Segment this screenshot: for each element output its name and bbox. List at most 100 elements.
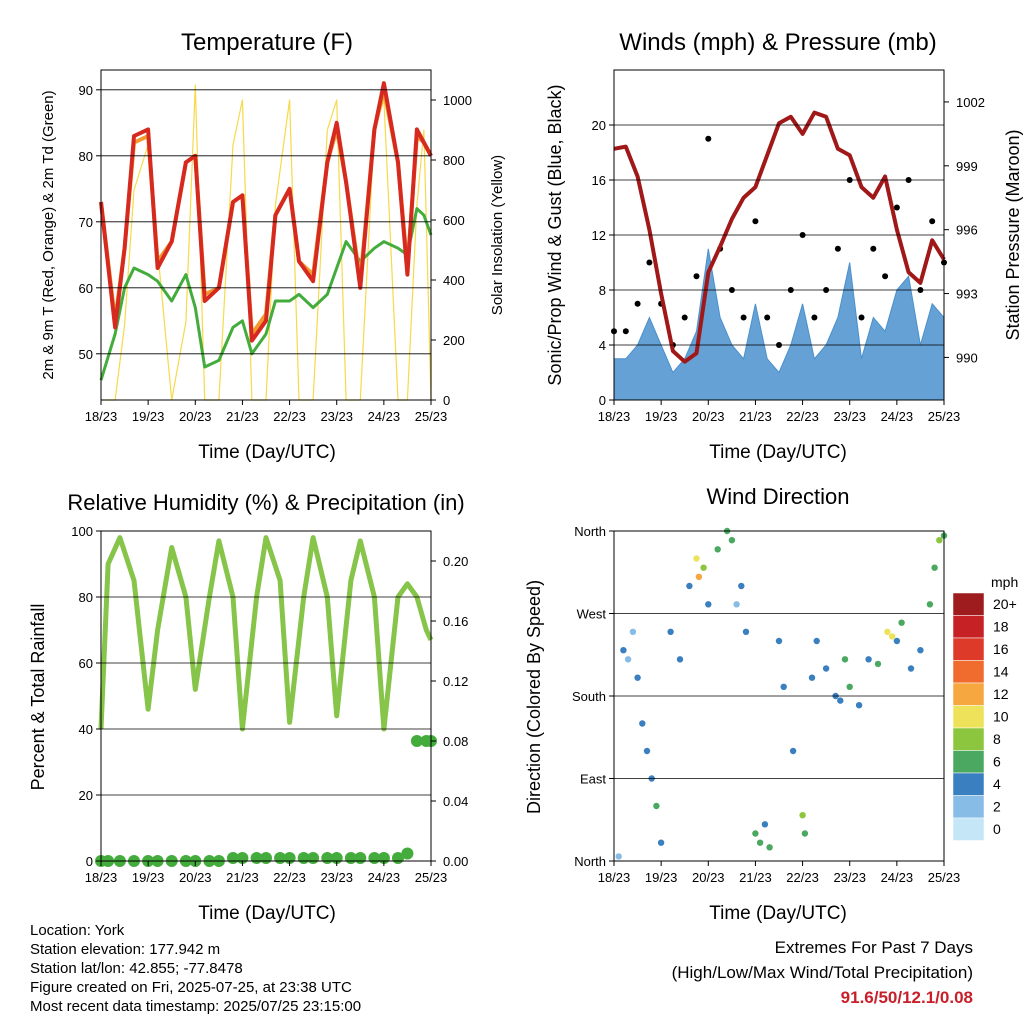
direction-point	[634, 674, 641, 681]
humidity-ytick-right-label: 0.00	[443, 854, 468, 869]
temperature-xtick-label: 18/23	[85, 409, 118, 424]
speed-legend-swatch	[952, 660, 985, 684]
direction-point	[801, 830, 809, 837]
direction-point	[865, 656, 872, 663]
extremes-box: Extremes For Past 7 Days (High/Low/Max W…	[672, 935, 973, 1010]
winds-gust-point	[693, 273, 700, 280]
winds-gust-point	[764, 314, 771, 321]
humidity-plot-area	[95, 535, 437, 867]
humidity-axes: 0 20 40 60 80 100 0.00 0.04 0.08 0.12 0.16 0.20 18/2…	[71, 524, 468, 885]
direction-point	[705, 601, 712, 608]
extremes-title: Extremes For Past 7 Days	[774, 938, 973, 957]
temperature-ytick-label: 50	[79, 347, 93, 362]
speed-legend-label: 10	[993, 709, 1009, 725]
temperature-ytick-right-label: 600	[443, 213, 465, 228]
direction-xtick-label: 22/23	[786, 870, 819, 885]
humidity-ylabel-left: Percent & Total Rainfall	[28, 604, 48, 791]
winds-gust-point	[858, 314, 865, 321]
temperature-xtick-label: 24/23	[368, 409, 401, 424]
winds-xtick-label: 25/23	[928, 409, 961, 424]
humidity-ytick-label: 40	[79, 722, 93, 737]
winds-ytick-right-label: 996	[956, 223, 978, 238]
direction-xtick-label: 21/23	[739, 870, 772, 885]
direction-point	[780, 683, 787, 690]
winds-gust-point	[681, 314, 688, 321]
direction-point	[789, 747, 797, 755]
winds-ylabel-right: Station Pressure (Maroon)	[1003, 129, 1023, 340]
humidity-ytick-right-label: 0.12	[443, 674, 468, 689]
direction-point	[752, 830, 759, 837]
winds-gust-point	[811, 314, 818, 321]
station-elevation: Station elevation: 177.942 m	[30, 941, 221, 958]
direction-point	[695, 573, 703, 580]
winds-ytick-right-label: 1002	[956, 95, 985, 110]
direction-xtick-label: 19/23	[645, 870, 678, 885]
direction-point	[761, 821, 769, 828]
humidity-precip-point	[260, 852, 272, 864]
direction-point	[874, 660, 882, 668]
station-info: Location: York Station elevation: 177.94…	[30, 921, 361, 1016]
winds-xtick-label: 23/23	[833, 409, 866, 424]
winds-xtick-label: 24/23	[881, 409, 914, 424]
humidity-ytick-right-label: 0.08	[443, 734, 468, 749]
direction-point	[653, 802, 660, 810]
speed-legend-swatch	[952, 592, 985, 616]
temperature-xlabel: Time (Day/UTC)	[198, 442, 336, 463]
speed-legend-label: 4	[993, 776, 1001, 792]
speed-legend-swatch	[952, 637, 985, 661]
winds-ylabel-left: Sonic/Prop Wind & Gust (Blue, Black)	[545, 84, 565, 385]
speed-legend-swatch	[952, 795, 985, 819]
direction-point	[926, 601, 934, 608]
temperature-ylabel-left: 2m & 9m T (Red, Orange) & 2m Td (Green)	[40, 90, 57, 379]
winds-gust-point	[622, 328, 629, 335]
humidity-xtick-label: 19/23	[132, 870, 165, 885]
temperature-ylabel-right: Solar Insolation (Yellow)	[489, 155, 506, 315]
direction-point	[931, 564, 938, 571]
direction-ytick-label: South	[572, 689, 606, 704]
humidity-xtick-label: 20/23	[179, 870, 212, 885]
humidity-ytick-label: 100	[71, 524, 93, 539]
temperature-series-2m-td	[99, 207, 433, 381]
speed-legend-label: 16	[993, 641, 1009, 657]
winds-xtick-label: 19/23	[645, 409, 678, 424]
direction-point	[676, 656, 684, 663]
winds-axes: 0 4 8 12 16 20 990 993 996 999 1002 18/23 19/23 20/23…	[592, 95, 985, 424]
direction-point	[643, 747, 651, 755]
direction-xtick-label: 24/23	[881, 870, 914, 885]
direction-point	[846, 683, 853, 690]
extremes-subtitle: (High/Low/Max Wind/Total Precipitation)	[671, 963, 973, 982]
direction-panel: Wind Direction NorthEastSouthWestNorth18…	[524, 484, 1018, 924]
humidity-xtick-label: 21/23	[226, 870, 259, 885]
winds-ytick-label: 8	[599, 283, 606, 298]
direction-point	[936, 537, 943, 544]
humidity-ytick-label: 80	[79, 590, 93, 605]
temperature-ytick-right-label: 200	[443, 333, 465, 348]
speed-legend-swatch	[952, 817, 985, 841]
extremes-value: 91.6/50/12.1/0.08	[840, 988, 973, 1007]
humidity-ytick-label: 0	[86, 854, 93, 869]
direction-xtick-label: 20/23	[692, 870, 725, 885]
direction-ytick-label: North	[574, 524, 606, 539]
direction-ytick-label: East	[580, 772, 606, 787]
humidity-xlabel: Time (Day/UTC)	[198, 903, 336, 924]
direction-point	[624, 656, 632, 663]
humidity-xtick-label: 23/23	[320, 870, 353, 885]
humidity-ytick-right-label: 0.16	[443, 614, 468, 629]
winds-xlabel: Time (Day/UTC)	[709, 442, 847, 463]
direction-point	[620, 647, 627, 654]
temperature-xtick-label: 20/23	[179, 409, 212, 424]
speed-legend-swatch	[952, 682, 985, 706]
winds-ytick-label: 20	[592, 118, 606, 133]
humidity-panel: Relative Humidity (%) & Precipitation (i…	[28, 490, 468, 924]
humidity-ytick-label: 60	[79, 656, 93, 671]
direction-point	[808, 674, 816, 681]
temperature-ytick-label: 90	[79, 83, 93, 98]
winds-gust-point	[646, 259, 653, 266]
winds-gust-point	[893, 204, 900, 211]
temperature-xtick-label: 21/23	[226, 409, 259, 424]
speed-legend-swatch	[952, 727, 985, 751]
figure-created: Figure created on Fri, 2025-07-25, at 23…	[30, 979, 352, 996]
winds-ytick-label: 16	[592, 173, 606, 188]
winds-gust-point	[882, 273, 889, 280]
